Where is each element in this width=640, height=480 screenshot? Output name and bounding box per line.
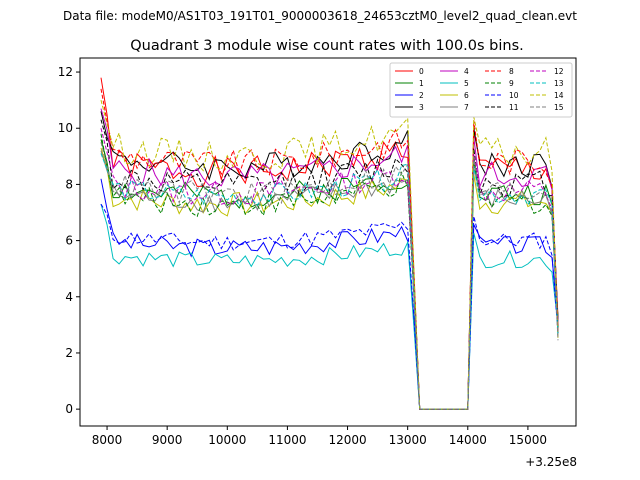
legend-label-6: 6 (464, 91, 469, 100)
series-line-4 (100, 108, 559, 410)
series-line-11 (100, 119, 559, 410)
series-line-12 (100, 128, 559, 410)
x-axis-offset-label: +3.25e8 (525, 455, 577, 469)
y-tick-label: 8 (65, 177, 73, 191)
legend-label-8: 8 (509, 67, 514, 76)
x-tick-label: 14000 (449, 433, 487, 447)
legend-label-0: 0 (419, 67, 424, 76)
x-tick-label: 10000 (208, 433, 246, 447)
legend-label-12: 12 (554, 67, 564, 76)
y-tick-label: 12 (58, 65, 73, 79)
x-tick-label: 13000 (389, 433, 427, 447)
legend-box (389, 62, 573, 118)
legend-label-7: 7 (464, 103, 469, 112)
series-line-6 (100, 147, 559, 410)
series-line-0 (100, 77, 559, 410)
x-axis: 8000 9000 10000 11000 12000 13000 14000 15000 (92, 426, 547, 447)
x-tick-label: 8000 (92, 433, 123, 447)
figure-suptitle: Data file: modeM0/AS1T03_191T01_90000036… (63, 9, 577, 23)
series-line-15 (100, 142, 559, 410)
legend-label-13: 13 (554, 79, 564, 88)
series-line-9 (100, 133, 559, 410)
legend-label-4: 4 (464, 67, 469, 76)
x-tick-label: 9000 (152, 433, 183, 447)
y-tick-label: 2 (65, 346, 73, 360)
series-line-2 (100, 178, 559, 410)
legend-label-14: 14 (554, 91, 564, 100)
series-layer (100, 77, 559, 410)
legend-label-10: 10 (509, 91, 519, 100)
chart-title: Quadrant 3 module wise count rates with … (130, 38, 524, 54)
y-tick-label: 10 (58, 121, 73, 135)
y-axis: 0 2 4 6 8 10 12 (58, 65, 80, 416)
legend-label-5: 5 (464, 79, 469, 88)
legend-label-9: 9 (509, 79, 514, 88)
series-line-10 (100, 203, 559, 410)
series-line-14 (100, 99, 559, 410)
legend-label-2: 2 (419, 91, 424, 100)
plot-frame (79, 57, 577, 427)
y-tick-label: 6 (65, 234, 73, 248)
y-tick-label: 0 (65, 402, 73, 416)
legend-label-11: 11 (509, 103, 519, 112)
legend-label-1: 1 (419, 79, 424, 88)
x-tick-label: 15000 (509, 433, 547, 447)
legend-label-15: 15 (554, 103, 564, 112)
series-line-5 (100, 203, 559, 410)
x-tick-label: 11000 (268, 433, 306, 447)
x-tick-label: 12000 (328, 433, 366, 447)
series-line-8 (100, 88, 559, 410)
legend-label-3: 3 (419, 103, 424, 112)
y-tick-label: 4 (65, 290, 73, 304)
series-line-13 (100, 153, 559, 410)
